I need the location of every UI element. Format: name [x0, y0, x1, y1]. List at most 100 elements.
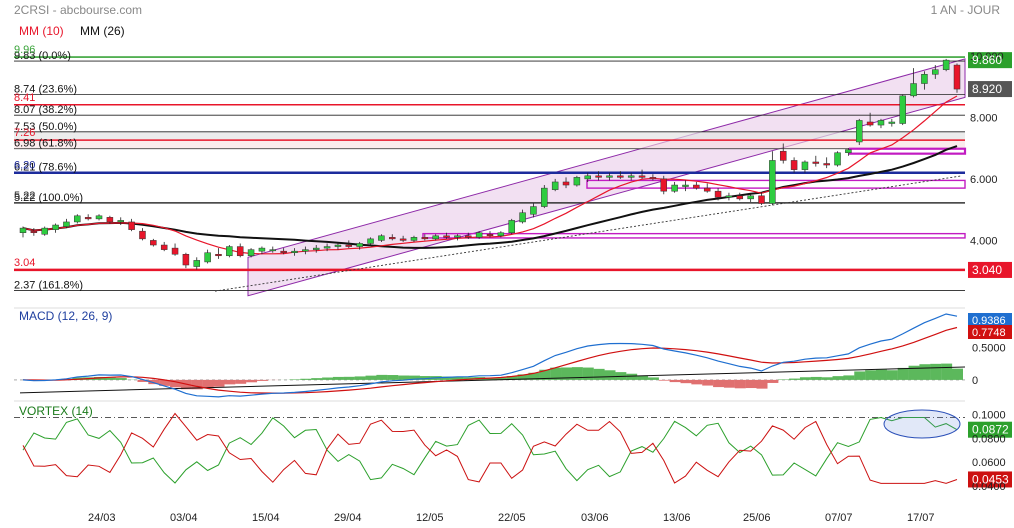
legend-mm10: MM (10) — [19, 24, 64, 38]
candle — [443, 232, 450, 239]
candle — [399, 235, 407, 242]
candle-body — [508, 220, 515, 233]
candle-body — [323, 246, 331, 249]
macd-histogram-bar — [365, 375, 377, 380]
candle — [627, 172, 635, 181]
candle-body — [617, 175, 624, 178]
candle — [725, 192, 733, 201]
macd-histogram-bar — [647, 377, 659, 380]
candle-body — [378, 235, 385, 241]
price-box-label: 9.860 — [972, 53, 1002, 67]
candle — [845, 148, 852, 156]
y-tick-label: 10.000 — [970, 51, 1004, 63]
x-tick-label: 13/06 — [663, 512, 691, 524]
candle-body — [660, 178, 668, 192]
candle-body — [399, 238, 407, 241]
candle — [410, 235, 418, 242]
macd-histogram-bar — [756, 379, 768, 389]
candle-body — [845, 149, 852, 153]
chart-period-label[interactable]: 1 AN - JOUR — [930, 3, 1000, 17]
candle — [432, 234, 439, 241]
candle-body — [432, 235, 439, 240]
x-tick-label: 24/03 — [88, 512, 116, 524]
candle — [953, 63, 961, 93]
candle-body — [530, 206, 537, 215]
candle — [52, 223, 59, 233]
macd-histogram-bar — [289, 379, 301, 380]
candle-body — [856, 120, 863, 143]
fib-label: 5.22 (100.0%) — [14, 192, 83, 204]
candle — [421, 234, 429, 241]
macd-histogram-bar — [506, 376, 518, 380]
candle-body — [258, 247, 266, 252]
macd-histogram-bar — [799, 377, 811, 380]
candle-body — [736, 195, 744, 200]
level-label: 3.04 — [14, 257, 35, 269]
macd-histogram-bar — [669, 379, 681, 383]
candle — [323, 243, 331, 252]
candle-body — [312, 247, 320, 250]
candle-body — [19, 227, 27, 233]
macd-histogram-bar — [832, 376, 844, 380]
macd-histogram-bar — [224, 379, 236, 385]
fib-label: 9.83 (0.0%) — [14, 50, 71, 62]
candle-body — [30, 230, 38, 233]
candle-body — [899, 95, 906, 124]
candle — [714, 188, 722, 201]
candle — [910, 68, 917, 98]
candle — [454, 234, 461, 241]
candle-body — [421, 237, 429, 240]
candle — [769, 151, 776, 206]
macd-histogram-bar — [854, 371, 866, 380]
candle — [345, 240, 353, 249]
candle — [63, 218, 70, 229]
candle — [660, 175, 668, 195]
candle — [551, 178, 559, 192]
candle — [356, 241, 363, 250]
candle-body — [497, 232, 505, 237]
candle — [888, 118, 896, 127]
macd-y-tick: 0 — [972, 375, 978, 387]
x-tick-label: 12/05 — [416, 512, 444, 524]
candle-body — [486, 234, 494, 237]
candle-body — [269, 249, 277, 252]
candle — [193, 257, 201, 270]
macd-histogram-bar — [104, 377, 116, 380]
candle-body — [725, 195, 733, 198]
macd-histogram-bar — [734, 379, 746, 389]
macd-histogram-bar — [528, 372, 540, 380]
fib-zone — [14, 140, 965, 149]
candle — [921, 71, 928, 90]
candle — [703, 183, 711, 193]
macd-histogram-bar — [745, 379, 757, 389]
candle — [30, 228, 38, 236]
candle-body — [345, 244, 353, 247]
candle — [747, 194, 754, 202]
legend-mm26: MM (26) — [80, 24, 125, 38]
macd-histogram-bar — [713, 379, 725, 388]
candle — [942, 58, 950, 72]
candle — [280, 248, 287, 255]
candle-body — [84, 217, 92, 220]
macd-histogram-bar — [680, 379, 692, 384]
macd-histogram-bar — [550, 367, 562, 380]
macd-panel — [14, 313, 1012, 398]
candle-body — [182, 253, 190, 266]
chart-source-title: 2CRSI - abcbourse.com — [14, 3, 143, 17]
macd-histogram-bar — [311, 378, 323, 380]
macd-histogram-bar — [865, 370, 877, 380]
candle — [562, 177, 570, 189]
candle-body — [291, 250, 298, 253]
macd-histogram-bar — [778, 379, 790, 380]
candle-body — [52, 224, 59, 230]
macd-title: MACD (12, 26, 9) — [19, 309, 112, 323]
vortex-minus-line — [22, 412, 958, 484]
fib-label: 7.53 (50.0%) — [14, 121, 77, 133]
macd-histogram-bar — [235, 379, 247, 384]
macd-histogram-bar — [148, 379, 160, 385]
macd-histogram-bar — [875, 369, 887, 380]
price-box-label: 3.040 — [972, 263, 1002, 277]
candle-body — [790, 160, 798, 170]
candle — [779, 143, 787, 164]
